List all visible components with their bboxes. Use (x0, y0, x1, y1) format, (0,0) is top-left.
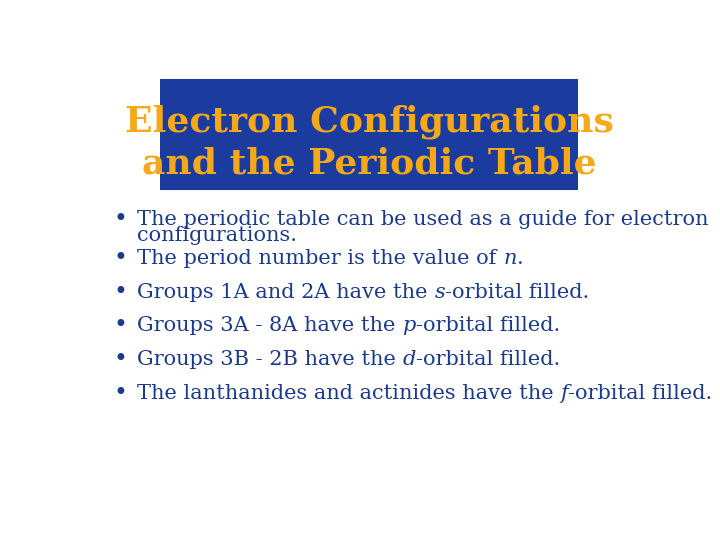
Text: d: d (403, 350, 416, 369)
Text: Groups 1A and 2A have the: Groups 1A and 2A have the (138, 283, 435, 302)
Text: Groups 3A - 8A have the: Groups 3A - 8A have the (138, 316, 402, 335)
Bar (160, 79, 578, 190)
Text: s: s (435, 283, 445, 302)
Text: Electron Configurations: Electron Configurations (125, 105, 613, 139)
Text: Groups 3B - 2B have the: Groups 3B - 2B have the (138, 350, 403, 369)
Text: configurations.: configurations. (138, 226, 297, 245)
Text: The period number is the value of: The period number is the value of (138, 248, 503, 268)
Text: f: f (561, 384, 568, 403)
Text: .: . (517, 248, 523, 268)
Text: n: n (503, 248, 517, 268)
Text: The lanthanides and actinides have the: The lanthanides and actinides have the (138, 384, 561, 403)
Text: and the Periodic Table: and the Periodic Table (142, 147, 596, 181)
Text: •: • (114, 314, 127, 338)
Text: •: • (114, 247, 127, 269)
Text: -orbital filled.: -orbital filled. (568, 384, 713, 403)
Text: -orbital filled.: -orbital filled. (416, 350, 561, 369)
Text: •: • (114, 382, 127, 405)
FancyBboxPatch shape (84, 60, 654, 485)
Text: •: • (114, 281, 127, 304)
Text: The periodic table can be used as a guide for electron: The periodic table can be used as a guid… (138, 210, 709, 229)
Text: •: • (114, 348, 127, 370)
Text: -orbital filled.: -orbital filled. (416, 316, 560, 335)
Text: •: • (114, 208, 127, 231)
Text: -orbital filled.: -orbital filled. (445, 283, 590, 302)
Text: p: p (402, 316, 416, 335)
